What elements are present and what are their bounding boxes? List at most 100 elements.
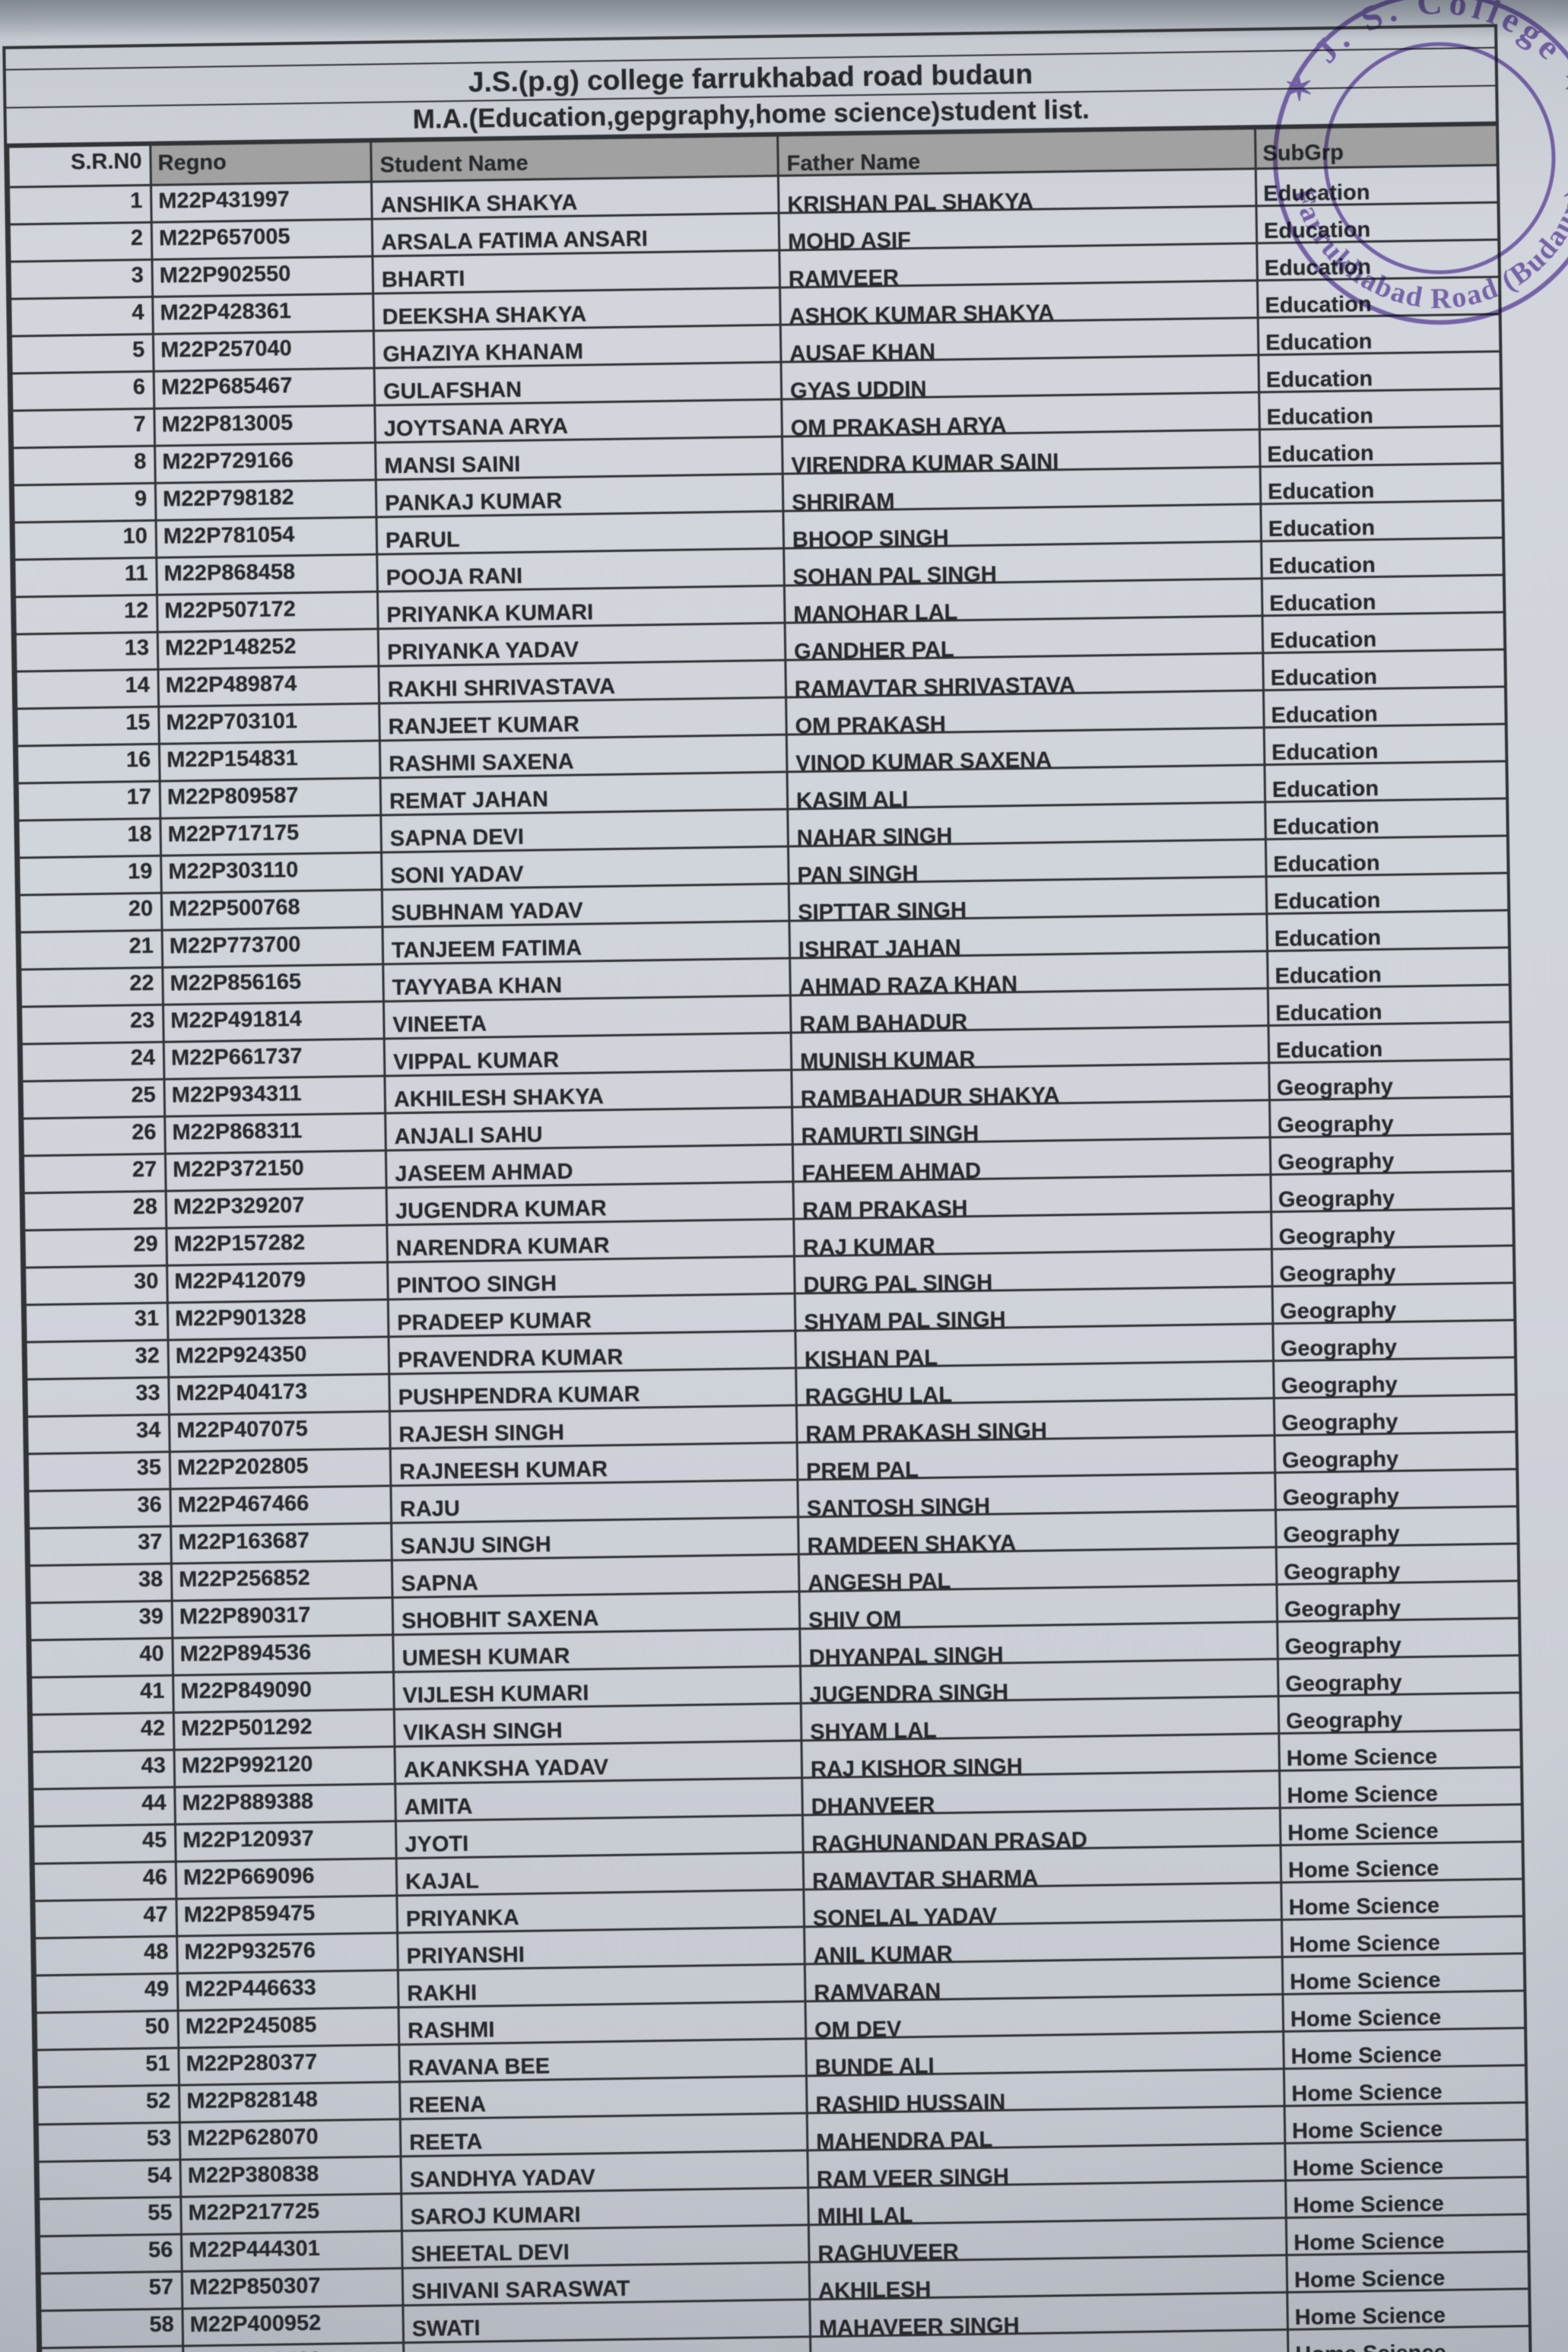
registration-number: M22P859475	[183, 1900, 316, 1928]
serial-number: 2	[130, 226, 144, 251]
cell-subgrp: Education	[1265, 836, 1509, 877]
student-name: PRIYANSHI	[406, 1942, 525, 1970]
student-name: ANJALI SAHU	[394, 1122, 543, 1150]
subject-group: Home Science	[1288, 1893, 1440, 1920]
serial-number: 13	[124, 635, 150, 661]
registration-number: M22P489874	[165, 671, 297, 698]
cell-subgrp: Education	[1260, 463, 1503, 504]
serial-number: 10	[122, 523, 148, 549]
cell-student-name: DEEKSHA SHAKYA	[373, 287, 781, 332]
cell-srno: 36	[27, 1489, 171, 1528]
cell-srno: 47	[33, 1899, 177, 1938]
student-name: REMAT JAHAN	[389, 787, 549, 814]
student-name: RAKHI SHRIVASTAVA	[387, 674, 616, 703]
cell-subgrp: Education	[1264, 724, 1506, 765]
registration-number: M22P303110	[168, 858, 299, 884]
cell-srno: 55	[38, 2197, 182, 2236]
cell-subgrp: Home Science	[1281, 1841, 1523, 1883]
serial-number: 39	[138, 1604, 164, 1630]
cell-student-name: ANSHIKA SHAKYA	[371, 176, 779, 220]
stamp-inner-ring	[1323, 42, 1556, 275]
cell-srno: 9	[13, 483, 157, 523]
subject-group: Education	[1268, 553, 1376, 579]
subject-group: Geography	[1285, 1670, 1402, 1697]
serial-number: 35	[136, 1455, 162, 1481]
subject-group: Geography	[1283, 1521, 1400, 1547]
cell-student-name: SHOBHIT SAXENA	[392, 1591, 800, 1635]
serial-number: 57	[148, 2274, 174, 2300]
student-name: REENA	[408, 2092, 487, 2119]
registration-number: M22P280377	[186, 2049, 318, 2077]
cell-regno: M22P400952	[182, 2305, 404, 2347]
student-name: BHARTI	[381, 266, 465, 293]
cell-regno: M22P703101	[158, 703, 380, 744]
registration-number: M22P446633	[184, 1975, 316, 2002]
subject-group: Home Science	[1290, 2042, 1443, 2069]
serial-number: 42	[140, 1716, 166, 1741]
student-name: RAJESH SINGH	[398, 1420, 565, 1448]
subject-group: Geography	[1281, 1372, 1398, 1399]
father-name: SONELAL YADAV	[812, 1903, 998, 1931]
cell-srno: 38	[29, 1563, 173, 1603]
cell-student-name: BHARTI	[372, 250, 780, 294]
cell-srno: 40	[30, 1638, 173, 1678]
cell-subgrp: Home Science	[1287, 2251, 1529, 2293]
subject-group: Home Science	[1286, 1744, 1438, 1771]
cell-regno: M22P850307	[182, 2268, 403, 2309]
cell-student-name: PUSHPENDRA KUMAR	[389, 1367, 797, 1411]
cell-srno: 50	[36, 2011, 179, 2050]
serial-number: 56	[148, 2237, 173, 2263]
cell-srno: 20	[19, 893, 163, 933]
father-name: VIRENDRA KUMAR SAINI	[791, 449, 1059, 478]
registration-number: M22P850307	[189, 2273, 321, 2300]
student-name: GHAZIYA KHANAM	[382, 339, 584, 367]
subject-group: Education	[1269, 590, 1376, 617]
student-name: VIPPAL KUMAR	[392, 1048, 560, 1075]
cell-subgrp: Education	[1263, 687, 1506, 728]
student-name: ANSHIKA SHAKYA	[380, 190, 578, 218]
father-name: RAM BAHADUR	[799, 1010, 968, 1037]
cell-subgrp: Home Science	[1281, 1878, 1524, 1920]
registration-number: M22P894536	[179, 1639, 312, 1667]
serial-number: 54	[147, 2163, 173, 2189]
registration-number: M22P154831	[166, 746, 298, 773]
father-name: PREM PAL	[805, 1458, 919, 1484]
registration-number: M22P657005	[158, 224, 290, 251]
cell-student-name: TANJEEM FATIMA	[382, 921, 790, 964]
father-name: OM PRAKASH ARYA	[790, 413, 1007, 441]
cell-student-name: GHAZIYA KHANAM	[373, 325, 782, 369]
father-name: RAMVARAN	[814, 1979, 941, 2006]
subject-group: Home Science	[1289, 1967, 1441, 1995]
cell-srno: 54	[38, 2160, 181, 2199]
registration-number: M22P257040	[160, 336, 292, 363]
cell-regno: M22P202805	[170, 1448, 391, 1490]
father-name: ANGESH PAL	[808, 1569, 951, 1596]
subject-group: Home Science	[1287, 1818, 1439, 1846]
cell-student-name: RASHMI	[398, 2001, 806, 2045]
cell-student-name: RAJU	[390, 1479, 798, 1523]
cell-subgrp: Education	[1266, 909, 1509, 951]
cell-student-name: JYOTI	[395, 1814, 804, 1858]
cell-student-name: PRIYANKA	[396, 1889, 805, 1933]
cell-student-name: RAKHI	[398, 1963, 806, 2008]
registration-number: M22P890317	[179, 1602, 311, 1630]
cell-subgrp: Education	[1262, 575, 1505, 617]
cell-regno: M22P856165	[162, 963, 384, 1005]
cell-srno: 2	[9, 222, 152, 262]
father-name: MOHD ASIF	[787, 228, 912, 255]
registration-number: M22P669096	[183, 1863, 315, 1890]
registration-number: M22P467466	[177, 1490, 309, 1518]
student-name: GULAFSHAN	[382, 377, 522, 405]
cell-student-name: PRIYANSHI	[397, 1926, 805, 1970]
subject-group: Home Science	[1287, 1782, 1439, 1808]
registration-number: M22P856165	[170, 970, 302, 996]
student-name: SONI YADAV	[390, 862, 524, 889]
student-name: RAVANA BEE	[408, 2054, 551, 2081]
subject-group: Geography	[1281, 1446, 1399, 1473]
cell-regno: M22P280377	[178, 2044, 400, 2086]
subject-group: Education	[1270, 665, 1378, 691]
student-name: VIJLESH KUMARI	[402, 1681, 589, 1709]
serial-number: 41	[139, 1678, 165, 1704]
student-name: JASEEM AHMAD	[395, 1159, 573, 1187]
serial-number: 30	[133, 1268, 159, 1294]
